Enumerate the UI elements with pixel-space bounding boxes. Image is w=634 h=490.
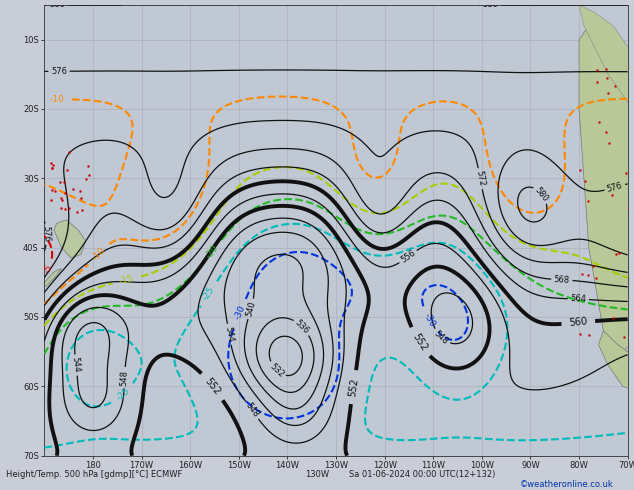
Text: 560: 560 <box>569 317 588 328</box>
Text: -10: -10 <box>50 95 65 104</box>
Text: 130W: 130W <box>305 470 329 479</box>
Text: 556: 556 <box>399 248 417 265</box>
Text: 568: 568 <box>553 275 570 285</box>
Text: -10: -10 <box>91 246 107 263</box>
Text: -15: -15 <box>119 274 135 286</box>
Text: 532: 532 <box>268 362 285 379</box>
Text: Height/Temp. 500 hPa [gdmp][°C] ECMWF: Height/Temp. 500 hPa [gdmp][°C] ECMWF <box>6 470 183 479</box>
Text: 576: 576 <box>42 226 51 242</box>
Text: 548: 548 <box>120 369 129 386</box>
Text: 580: 580 <box>49 0 65 9</box>
Text: -5: -5 <box>42 263 54 275</box>
Text: -30: -30 <box>233 304 247 321</box>
Text: 548: 548 <box>432 329 450 346</box>
Polygon shape <box>54 220 86 258</box>
Text: 576: 576 <box>606 181 624 194</box>
Text: 564: 564 <box>570 294 586 304</box>
Text: -30: -30 <box>422 311 437 328</box>
Text: 544: 544 <box>223 326 235 343</box>
Text: 552: 552 <box>203 376 223 397</box>
Polygon shape <box>579 5 634 109</box>
Text: -25: -25 <box>201 285 217 302</box>
Text: 548: 548 <box>244 401 261 419</box>
Text: 572: 572 <box>474 170 486 187</box>
Text: 552: 552 <box>410 332 429 353</box>
Text: 552: 552 <box>347 377 359 397</box>
Polygon shape <box>598 331 634 393</box>
Polygon shape <box>27 269 61 293</box>
Text: -20: -20 <box>205 243 221 260</box>
Text: ©weatheronline.co.uk: ©weatheronline.co.uk <box>520 480 614 489</box>
Text: 580: 580 <box>533 185 550 203</box>
Text: 536: 536 <box>294 318 311 336</box>
Text: Sa 01-06-2024 00:00 UTC(12+132): Sa 01-06-2024 00:00 UTC(12+132) <box>349 470 495 479</box>
Text: 544: 544 <box>71 357 81 373</box>
Text: 540: 540 <box>245 300 257 318</box>
Polygon shape <box>579 25 634 352</box>
Text: 580: 580 <box>482 0 498 9</box>
Text: 576: 576 <box>51 67 67 76</box>
Text: -25: -25 <box>115 386 131 402</box>
Polygon shape <box>32 295 37 301</box>
